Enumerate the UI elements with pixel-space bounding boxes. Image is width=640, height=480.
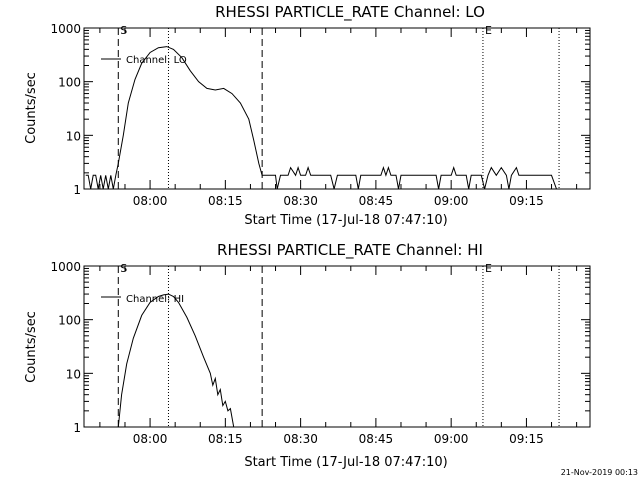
x-tick-label: 08:30 <box>283 432 318 446</box>
series-line <box>117 293 235 428</box>
timestamp: 21-Nov-2019 00:13 <box>561 468 638 477</box>
y-tick-label: 1 <box>73 183 81 197</box>
plot-frame <box>83 265 591 428</box>
x-axis-label: Start Time (17-Jul-18 07:47:10) <box>244 455 447 470</box>
x-tick-label: 08:45 <box>359 432 394 446</box>
y-axis-label: Counts/sec <box>24 311 39 383</box>
marker-label: E <box>485 262 492 275</box>
plot-frame <box>83 27 591 190</box>
x-tick-label: 09:00 <box>434 194 469 208</box>
legend-label: Channel: LO <box>126 55 187 66</box>
x-tick-label: 08:00 <box>133 194 168 208</box>
x-tick-label: 08:15 <box>208 194 243 208</box>
y-tick-label: 100 <box>58 76 81 90</box>
y-tick-label: 1000 <box>50 22 81 36</box>
panel-channel-hi: RHESSI PARTICLE_RATE Channel: HI Counts/… <box>24 241 591 470</box>
x-tick-label: 09:15 <box>509 432 544 446</box>
marker-label: E <box>485 24 492 37</box>
series-line <box>85 46 560 190</box>
chart-title: RHESSI PARTICLE_RATE Channel: HI <box>217 241 483 260</box>
y-axis-label: Counts/sec <box>24 72 39 144</box>
x-tick-label: 08:00 <box>133 432 168 446</box>
x-axis-label: Start Time (17-Jul-18 07:47:10) <box>244 213 447 228</box>
y-tick-label: 1000 <box>50 260 81 274</box>
marker-label: S <box>120 262 127 275</box>
x-tick-label: 08:15 <box>208 432 243 446</box>
x-tick-label: 08:45 <box>359 194 394 208</box>
y-tick-label: 100 <box>58 314 81 328</box>
y-tick-label: 1 <box>73 421 81 435</box>
marker-label: S <box>120 24 127 37</box>
panel-channel-lo: RHESSI PARTICLE_RATE Channel: LO Counts/… <box>24 3 591 228</box>
y-tick-label: 10 <box>66 129 81 143</box>
chart-title: RHESSI PARTICLE_RATE Channel: LO <box>215 3 485 22</box>
y-tick-label: 10 <box>66 367 81 381</box>
x-tick-label: 09:00 <box>434 432 469 446</box>
x-tick-label: 08:30 <box>283 194 318 208</box>
x-tick-label: 09:15 <box>509 194 544 208</box>
